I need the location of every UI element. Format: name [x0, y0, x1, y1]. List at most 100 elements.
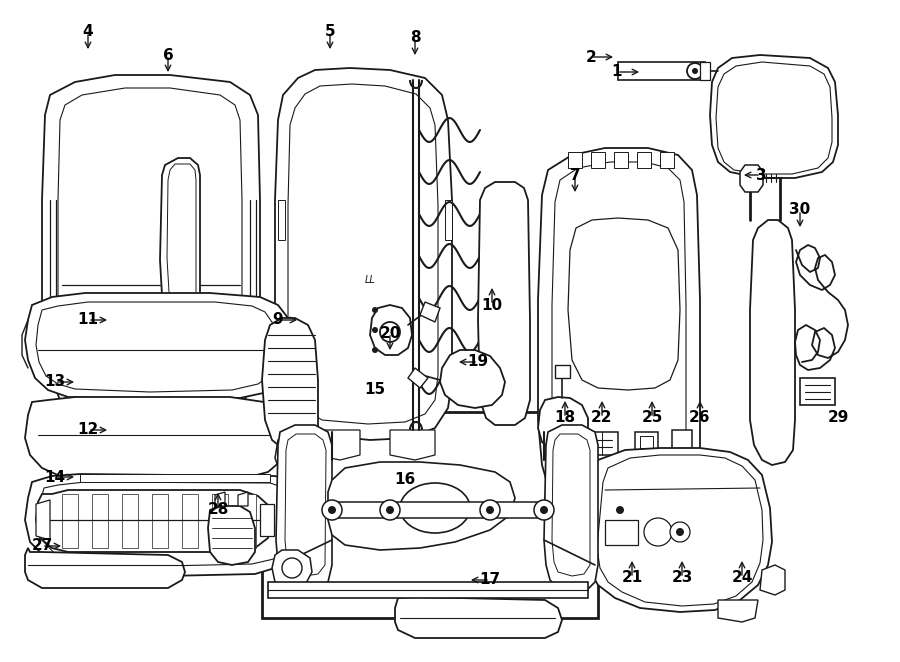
- Polygon shape: [215, 492, 225, 506]
- Polygon shape: [240, 494, 256, 548]
- Polygon shape: [278, 200, 285, 240]
- Circle shape: [380, 500, 400, 520]
- Text: 30: 30: [789, 203, 811, 218]
- Text: 29: 29: [827, 410, 849, 426]
- Polygon shape: [272, 550, 312, 588]
- Polygon shape: [538, 397, 588, 452]
- Polygon shape: [395, 597, 562, 638]
- Polygon shape: [568, 218, 680, 390]
- Polygon shape: [212, 494, 228, 548]
- Polygon shape: [614, 152, 628, 168]
- Circle shape: [486, 506, 494, 514]
- Polygon shape: [268, 582, 588, 598]
- Polygon shape: [170, 315, 196, 340]
- Circle shape: [372, 347, 378, 353]
- Text: 2: 2: [586, 50, 597, 64]
- Text: 1: 1: [612, 64, 622, 79]
- Circle shape: [608, 498, 632, 522]
- Circle shape: [480, 500, 500, 520]
- Text: 16: 16: [394, 473, 416, 487]
- Circle shape: [644, 518, 672, 546]
- Text: 4: 4: [83, 24, 94, 40]
- Polygon shape: [660, 152, 674, 168]
- Text: 28: 28: [207, 502, 229, 518]
- Polygon shape: [718, 600, 758, 622]
- Text: 27: 27: [32, 538, 53, 553]
- Polygon shape: [740, 165, 763, 192]
- Polygon shape: [42, 75, 260, 420]
- Circle shape: [282, 558, 302, 578]
- Circle shape: [372, 307, 378, 313]
- Polygon shape: [182, 494, 198, 548]
- Text: 12: 12: [77, 422, 99, 438]
- Circle shape: [386, 506, 394, 514]
- Polygon shape: [122, 494, 138, 548]
- Polygon shape: [25, 548, 185, 588]
- Polygon shape: [618, 62, 705, 80]
- Polygon shape: [590, 432, 618, 455]
- Polygon shape: [92, 494, 108, 548]
- Polygon shape: [420, 302, 440, 322]
- Polygon shape: [260, 504, 274, 536]
- Polygon shape: [208, 506, 255, 565]
- Polygon shape: [25, 397, 288, 480]
- Polygon shape: [585, 448, 772, 612]
- Text: 13: 13: [44, 375, 66, 389]
- Text: 5: 5: [325, 24, 336, 40]
- Circle shape: [540, 506, 548, 514]
- Polygon shape: [591, 152, 605, 168]
- Polygon shape: [605, 520, 638, 545]
- Text: 9: 9: [273, 312, 284, 328]
- Polygon shape: [36, 500, 50, 540]
- Polygon shape: [390, 430, 435, 460]
- Text: 24: 24: [732, 571, 752, 585]
- Polygon shape: [262, 412, 598, 618]
- Circle shape: [372, 327, 378, 333]
- Polygon shape: [445, 200, 452, 240]
- Text: 11: 11: [77, 312, 98, 328]
- Polygon shape: [640, 436, 653, 448]
- Polygon shape: [276, 425, 332, 594]
- Text: 18: 18: [554, 410, 576, 426]
- Circle shape: [676, 528, 684, 536]
- Circle shape: [687, 63, 703, 79]
- Circle shape: [380, 322, 400, 342]
- Polygon shape: [760, 565, 785, 595]
- Polygon shape: [544, 425, 598, 594]
- Polygon shape: [555, 365, 570, 378]
- Polygon shape: [538, 148, 700, 530]
- Text: LL: LL: [364, 275, 375, 285]
- Text: 20: 20: [379, 326, 400, 340]
- Circle shape: [670, 522, 690, 542]
- Polygon shape: [25, 293, 292, 400]
- Text: 14: 14: [44, 469, 66, 485]
- Text: 7: 7: [570, 167, 580, 183]
- Circle shape: [328, 506, 336, 514]
- Text: 8: 8: [410, 30, 420, 46]
- Polygon shape: [152, 494, 168, 548]
- Polygon shape: [370, 305, 412, 355]
- Polygon shape: [568, 152, 582, 168]
- Polygon shape: [328, 462, 515, 550]
- Polygon shape: [710, 55, 838, 178]
- Text: 17: 17: [480, 573, 500, 587]
- Circle shape: [322, 500, 342, 520]
- Polygon shape: [36, 490, 272, 552]
- Text: 22: 22: [591, 410, 613, 426]
- Polygon shape: [672, 430, 692, 452]
- Polygon shape: [238, 492, 248, 506]
- Text: 25: 25: [642, 410, 662, 426]
- Polygon shape: [408, 368, 428, 388]
- Polygon shape: [750, 220, 795, 465]
- Polygon shape: [700, 62, 710, 80]
- Text: 6: 6: [163, 48, 174, 62]
- Text: 15: 15: [364, 383, 385, 397]
- Circle shape: [534, 500, 554, 520]
- Polygon shape: [262, 318, 318, 450]
- Polygon shape: [80, 474, 270, 482]
- Polygon shape: [635, 432, 658, 452]
- Polygon shape: [332, 502, 544, 518]
- Text: 19: 19: [467, 354, 489, 369]
- Polygon shape: [315, 430, 360, 460]
- Circle shape: [616, 506, 624, 514]
